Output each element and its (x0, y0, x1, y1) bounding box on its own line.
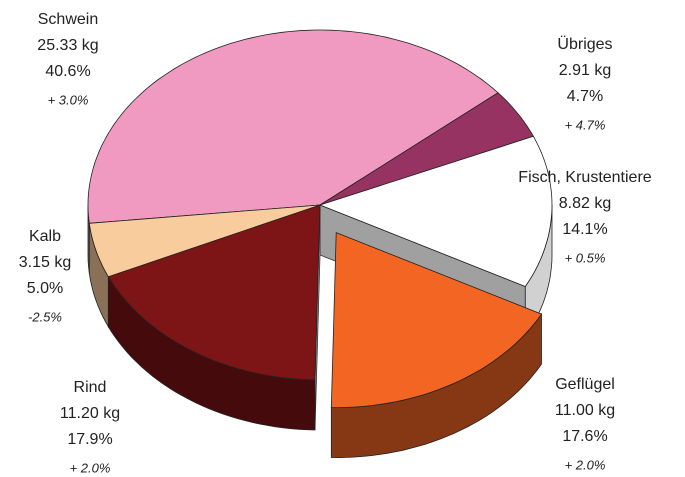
slice-label: Fisch, Krustentiere (518, 169, 651, 186)
slice-top (330, 232, 543, 409)
change-label: -2.5% (28, 309, 62, 324)
share-label: 40.6% (45, 63, 90, 80)
share-label: 14.1% (562, 221, 607, 238)
slice (319, 92, 535, 206)
slice-top (318, 135, 553, 287)
slice-top (319, 92, 535, 206)
change-label: + 2.0% (70, 460, 111, 475)
share-label: 17.9% (67, 431, 112, 448)
value-label: 3.15 kg (19, 254, 71, 271)
value-label: 8.82 kg (559, 195, 611, 212)
slice-label: Übriges (557, 35, 612, 53)
value-label: 11.00 kg (555, 402, 615, 419)
change-label: + 0.5% (565, 250, 606, 265)
slice-label: Rind (74, 379, 107, 396)
slice (330, 232, 543, 459)
slice-top (88, 204, 321, 278)
share-label: 5.0% (27, 280, 63, 297)
slice-label: Schwein (38, 11, 98, 28)
change-label: + 4.7% (565, 117, 606, 132)
slice-top (87, 29, 499, 224)
slice (88, 204, 321, 329)
slice-top (107, 204, 321, 381)
value-label: 2.91 kg (559, 62, 611, 79)
change-label: + 2.0% (565, 457, 606, 472)
slice-label: Geflügel (555, 376, 615, 393)
change-label: + 3.0% (48, 92, 89, 107)
slice-label: Kalb (29, 228, 61, 245)
share-label: 17.6% (562, 428, 607, 445)
share-label: 4.7% (567, 88, 603, 105)
slice (318, 135, 553, 338)
value-label: 25.33 kg (37, 37, 98, 54)
value-label: 11.20 kg (60, 405, 120, 422)
